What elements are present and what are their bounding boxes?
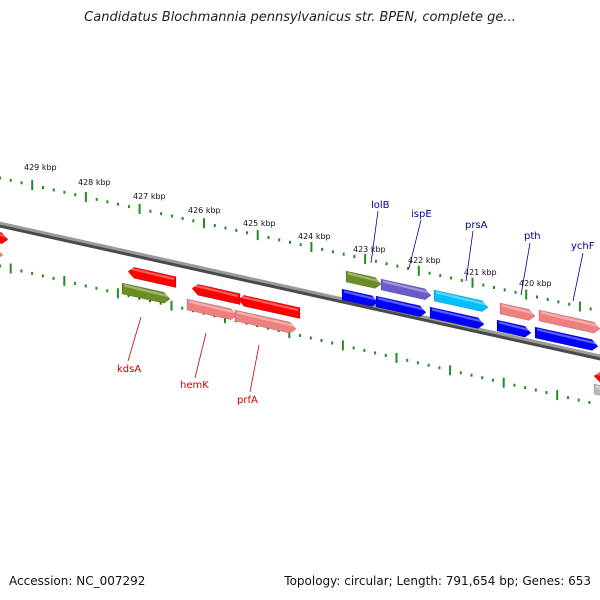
gene-feature-edge-gray[interactable] <box>593 383 600 396</box>
gene-label-prsA: prsA <box>465 220 488 231</box>
gene-label-hemK: hemK <box>180 380 209 391</box>
gene-feature-lolB[interactable] <box>345 270 382 289</box>
gene-label-lolB: lolB <box>371 200 390 211</box>
gene-label-pth: pth <box>524 231 541 242</box>
kbp-label: 422 kbp <box>408 256 441 265</box>
genome-backbone <box>0 221 600 358</box>
gene-feature-blue[interactable] <box>429 306 485 329</box>
gene-feature-blue[interactable] <box>496 319 532 338</box>
backbone-shadow <box>0 222 600 361</box>
gene-feature-edge-pink[interactable] <box>0 248 4 259</box>
label-leader-line <box>370 210 379 264</box>
kbp-label: 420 kbp <box>519 279 552 288</box>
gene-feature-red[interactable] <box>127 266 177 288</box>
gene-features[interactable] <box>0 231 600 396</box>
label-leader-line <box>465 230 474 282</box>
kbp-label: 427 kbp <box>133 192 166 201</box>
gene-feature-blue[interactable] <box>375 295 427 318</box>
gene-feature-pth[interactable] <box>499 302 536 321</box>
label-leader-line <box>520 242 531 296</box>
outer-tick-ring <box>0 176 592 312</box>
kbp-label: 421 kbp <box>464 268 497 277</box>
gene-label-kdsA: kdsA <box>117 364 141 375</box>
gene-label-prfA: prfA <box>237 395 258 406</box>
kbp-scale-labels: 429 kbp 428 kbp 427 kbp 426 kbp 425 kbp 424 k… <box>24 163 552 288</box>
gene-label-ispE: ispE <box>411 209 432 220</box>
kbp-label: 429 kbp <box>24 163 57 172</box>
genome-summary-text: Topology: circular; Length: 791,654 bp; … <box>284 574 591 588</box>
gene-labels: kdsA hemK prfA lolB ispE prsA pth ychF <box>117 200 595 406</box>
gene-feature-red[interactable] <box>237 294 301 319</box>
label-leader-line <box>572 252 584 302</box>
gene-feature-blue[interactable] <box>534 326 599 351</box>
gene-feature-kdsA[interactable] <box>121 282 171 304</box>
label-leader-line <box>249 344 260 393</box>
kbp-label: 426 kbp <box>188 206 221 215</box>
gene-label-leaders <box>127 210 584 393</box>
gene-feature-ychF[interactable] <box>538 309 600 334</box>
gene-feature-edge-red[interactable] <box>0 231 9 245</box>
kbp-label: 425 kbp <box>243 219 276 228</box>
kbp-label: 428 kbp <box>78 178 111 187</box>
kbp-label: 424 kbp <box>298 232 331 241</box>
gene-feature-edge-red[interactable] <box>593 371 600 383</box>
accession-text: Accession: NC_007292 <box>9 574 146 588</box>
label-leader-line <box>127 316 142 362</box>
gene-feature-hemK[interactable] <box>186 298 238 321</box>
gene-feature-prsA[interactable] <box>433 289 489 312</box>
map-title: Candidatus Blochmannia pennsylvanicus st… <box>84 10 516 25</box>
label-leader-line <box>194 332 207 379</box>
gene-feature-ispE[interactable] <box>380 278 432 301</box>
gene-feature-blue[interactable] <box>341 288 379 307</box>
label-leader-line <box>408 219 422 269</box>
gene-feature-prfA[interactable] <box>234 309 297 334</box>
kbp-label: 423 kbp <box>353 245 386 254</box>
gene-label-ychF: ychF <box>571 241 595 252</box>
